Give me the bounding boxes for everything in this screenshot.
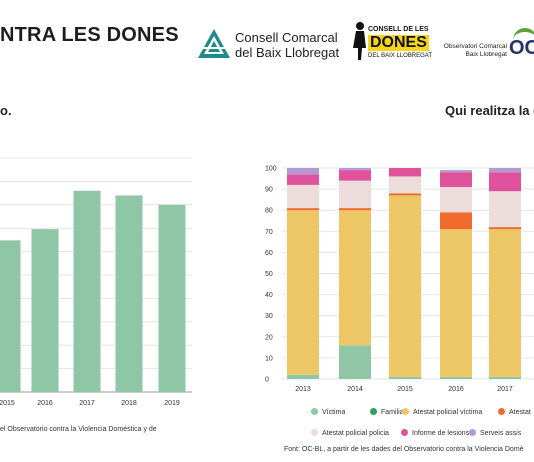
- right-chart-title: Qui realitza la d: [445, 103, 534, 118]
- y-tick-label: 0: [265, 377, 269, 384]
- legend-item: Víctima: [311, 408, 345, 416]
- consell-comarcal-name: Consell Comarcal del Baix Llobregat: [235, 30, 340, 60]
- segment-2017: [489, 229, 521, 377]
- consell-comarcal-logo-icon: [198, 29, 230, 58]
- segment-2016: [440, 172, 472, 187]
- segment-2016: [440, 376, 472, 379]
- y-tick-label: 50: [265, 271, 273, 278]
- segment-2014: [339, 168, 371, 171]
- x-tick-label: 2014: [347, 386, 363, 393]
- x-tick-label: 2015: [0, 400, 15, 407]
- legend-label: Atestat policial policia: [322, 430, 389, 437]
- x-tick-label: 2018: [121, 400, 137, 407]
- segment-2017: [489, 227, 521, 230]
- y-tick-label: 10: [265, 355, 273, 362]
- bar-2017: [73, 190, 101, 392]
- segment-2015: [389, 195, 421, 377]
- segment-2017: [489, 168, 521, 173]
- y-tick-label: 90: [265, 187, 273, 194]
- legend-swatch: [401, 429, 408, 436]
- segment-2015: [389, 193, 421, 196]
- legend-swatch: [469, 429, 476, 436]
- y-tick-label: 30: [265, 313, 273, 320]
- x-tick-label: 2013: [295, 386, 311, 393]
- segment-2013: [287, 184, 319, 209]
- legend-label: Víctima: [322, 409, 346, 416]
- bar-2018: [115, 195, 143, 392]
- y-tick-label: 70: [265, 229, 273, 236]
- right-stacked-bar-chart: 0 10 20 30 40 50 60 70 80 90 100 2013 2014 2015 2016 20…: [265, 166, 534, 393]
- segment-2014: [339, 345, 371, 379]
- segment-2014: [339, 180, 371, 209]
- observatori-arc-icon: [513, 28, 534, 44]
- legend-swatch: [402, 408, 409, 415]
- legend-swatch: [311, 429, 318, 436]
- woman-figure-icon: [353, 22, 366, 60]
- segment-2017: [489, 191, 521, 228]
- legend-label: Informe de lesions: [412, 430, 470, 437]
- y-tick-label: 60: [265, 250, 273, 257]
- y-tick-label: 20: [265, 334, 273, 341]
- x-tick-label: 2017: [79, 400, 95, 407]
- bar-2015: [0, 240, 21, 392]
- x-tick-label: 2015: [397, 386, 413, 393]
- y-tick-label: 100: [265, 166, 277, 173]
- segment-2014: [339, 170, 371, 181]
- segment-2013: [287, 210, 319, 375]
- legend-item: Informe de lesions: [401, 429, 469, 437]
- segment-2015: [389, 168, 421, 177]
- segment-2016: [440, 186, 472, 213]
- legend-label: Atestat policial víctima: [413, 409, 483, 416]
- segment-2013: [287, 374, 319, 379]
- legend-label: Atestat: [509, 409, 531, 416]
- segment-2014: [339, 208, 371, 211]
- observatori-name: Observatori Comarcal Baix Llobregat: [443, 43, 507, 58]
- bar-2016: [31, 229, 59, 392]
- segment-2014: [339, 210, 371, 346]
- right-chart-source: Font: OC-BL, a partir de les dades del O…: [284, 446, 524, 453]
- segment-2015: [389, 176, 421, 194]
- legend-swatch: [498, 408, 505, 415]
- y-tick-label: 40: [265, 292, 273, 299]
- x-tick-label: 2019: [164, 400, 180, 407]
- segment-2016: [440, 229, 472, 377]
- x-tick-label: 2017: [497, 386, 513, 393]
- segment-2013: [287, 174, 319, 185]
- page-title: NTRA LES DONES: [0, 24, 179, 46]
- left-chart-subtitle: o.: [0, 103, 12, 118]
- segment-2017: [489, 172, 521, 192]
- legend-label: Familiar: [381, 409, 406, 416]
- segment-2015: [389, 376, 421, 379]
- legend-swatch: [370, 408, 377, 415]
- segment-2016: [440, 170, 472, 173]
- segment-2016: [440, 212, 472, 230]
- legend-item: Atestat policial policia: [311, 429, 389, 437]
- legend-item: Serveis assis: [469, 429, 521, 437]
- bar-2019: [158, 204, 186, 392]
- legend-item: Familiar: [370, 408, 406, 416]
- segment-2017: [489, 376, 521, 379]
- consell-dones-logo: CONSELL DE LES DONES DEL BAIX LLOBREGAT: [368, 26, 433, 59]
- legend-item: Atestat policial víctima: [402, 408, 482, 416]
- legend-label: Serveis assis: [480, 430, 522, 437]
- legend-item: Atestat: [498, 408, 531, 416]
- y-tick-label: 80: [265, 208, 273, 215]
- left-chart-source: el Observatorio contra la Violencia Domé…: [0, 426, 157, 433]
- x-tick-label: 2016: [448, 386, 464, 393]
- segment-2013: [287, 168, 319, 175]
- x-tick-label: 2016: [37, 400, 53, 407]
- legend-swatch: [311, 408, 318, 415]
- segment-2013: [287, 208, 319, 211]
- left-bar-chart: 2015 2016 2017 2018 2019: [0, 157, 192, 407]
